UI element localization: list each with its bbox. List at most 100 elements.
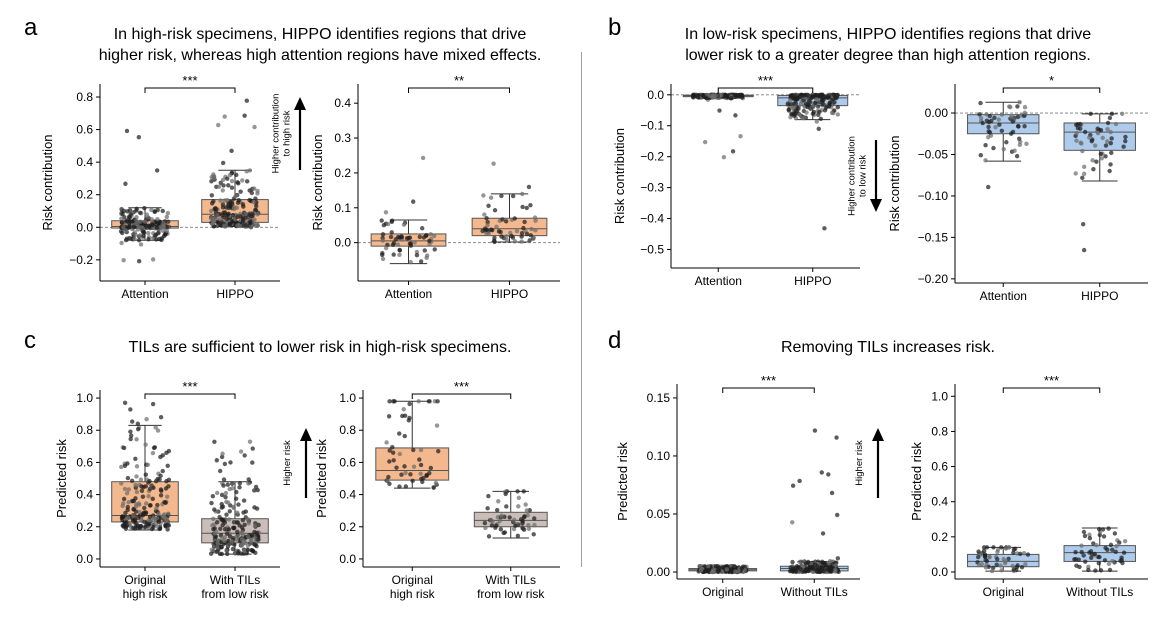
data-point — [826, 472, 831, 477]
data-point — [125, 507, 130, 513]
data-point — [134, 502, 139, 507]
data-point — [135, 421, 141, 426]
x-tick-label: Attention — [385, 287, 432, 301]
data-point — [387, 399, 392, 404]
y-tick-label: −0.20 — [918, 272, 949, 286]
data-point — [1074, 563, 1079, 568]
arrow-head — [872, 428, 884, 441]
data-point — [123, 237, 129, 243]
data-point — [149, 217, 154, 222]
data-point — [255, 487, 260, 493]
data-point — [482, 520, 488, 526]
data-point — [813, 100, 818, 106]
y-tick-label: 0.0 — [339, 552, 356, 566]
data-point — [835, 512, 840, 518]
data-point — [235, 510, 240, 515]
data-point — [156, 230, 161, 236]
data-point — [223, 205, 229, 210]
significance-label: *** — [761, 373, 776, 388]
data-point — [1094, 543, 1099, 548]
data-point — [1010, 129, 1016, 135]
data-point — [248, 539, 254, 544]
data-point — [141, 233, 146, 238]
data-point — [224, 216, 229, 221]
data-point — [214, 529, 219, 535]
data-point — [504, 504, 509, 509]
panel-title-b-line1: In low-risk specimens, HIPPO identifies … — [684, 26, 1092, 43]
data-point — [987, 113, 993, 119]
y-tick-label: 0.2 — [76, 188, 93, 202]
data-point — [491, 161, 496, 166]
data-point — [255, 188, 260, 194]
data-point — [718, 92, 723, 98]
data-point — [1012, 148, 1017, 153]
data-point — [155, 502, 160, 508]
data-point — [1090, 158, 1095, 163]
x-tick-label: With TILs — [210, 573, 260, 587]
data-point — [130, 419, 135, 424]
data-point — [1098, 127, 1104, 133]
data-point — [484, 216, 489, 221]
data-point — [1107, 168, 1112, 174]
data-point — [239, 543, 244, 548]
data-point — [211, 172, 216, 177]
data-point — [980, 120, 985, 126]
data-point — [998, 563, 1003, 568]
data-point — [983, 565, 989, 570]
data-point — [485, 223, 490, 228]
direction-arrow-a: Higher contribution to high risk — [271, 94, 306, 173]
data-point — [234, 172, 239, 178]
data-point — [165, 463, 170, 469]
data-point — [833, 569, 838, 574]
box-c-1 — [201, 439, 269, 557]
data-point — [1024, 141, 1029, 147]
data-point — [814, 119, 819, 124]
data-point — [397, 484, 402, 489]
data-point — [999, 112, 1005, 117]
data-point — [243, 509, 249, 514]
significance-bracket — [144, 393, 236, 399]
data-point — [498, 527, 504, 532]
data-point — [380, 238, 386, 243]
data-point — [383, 245, 389, 251]
data-point — [994, 562, 999, 567]
data-point — [1074, 122, 1079, 128]
data-point — [1081, 247, 1087, 253]
data-point — [384, 440, 389, 445]
data-point — [1092, 551, 1097, 557]
data-point — [217, 514, 222, 520]
significance-label: *** — [758, 73, 773, 88]
data-point — [254, 203, 259, 209]
data-point — [1081, 164, 1087, 169]
data-point — [155, 216, 160, 222]
data-point — [222, 538, 227, 544]
data-point — [516, 504, 521, 509]
data-point — [227, 509, 232, 514]
data-point — [1110, 547, 1115, 552]
data-point — [252, 505, 257, 510]
data-point — [143, 472, 149, 477]
data-point — [986, 129, 991, 134]
data-point — [533, 218, 538, 223]
data-point — [218, 526, 223, 531]
data-point — [119, 481, 124, 486]
data-point — [391, 252, 396, 257]
significance-bracket — [722, 387, 815, 393]
data-point — [208, 208, 214, 214]
data-point — [788, 101, 793, 107]
y-tick-label: 0.15 — [647, 391, 671, 405]
data-point — [155, 221, 161, 226]
data-point — [1120, 111, 1125, 117]
data-point — [165, 494, 170, 499]
data-point — [1118, 558, 1123, 564]
box-a-1 — [201, 98, 269, 230]
data-point — [135, 221, 140, 227]
data-point — [237, 485, 242, 490]
data-point — [804, 110, 809, 115]
y-tick-label: 0.0 — [931, 565, 948, 579]
data-point — [818, 94, 823, 99]
data-point — [245, 543, 251, 548]
data-point — [1121, 144, 1126, 149]
data-point — [219, 492, 225, 498]
